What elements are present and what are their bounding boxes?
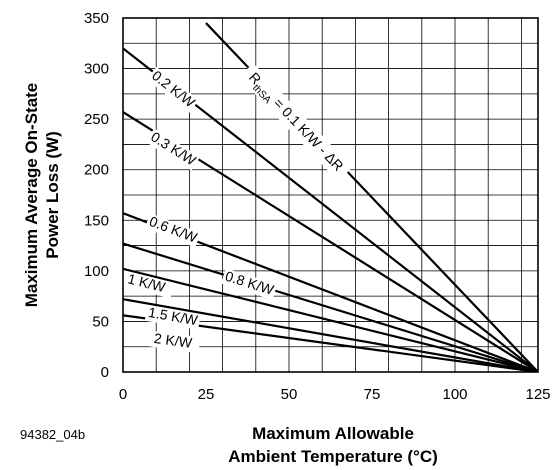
curve-label-background (146, 66, 200, 113)
rthsa-label: RthSA = 0.1 K/W - ΔR (243, 69, 347, 177)
x-tick-label: 25 (198, 386, 215, 403)
figure-id: 94382_04b (20, 427, 85, 442)
y-axis-title-line1: Maximum Average On-State (22, 83, 41, 308)
rthsa-label-background (238, 63, 353, 182)
curve-label: 0.6 K/W (147, 213, 200, 246)
curve-label-background (145, 128, 200, 171)
curve-label-background (144, 330, 201, 354)
series-line (123, 242, 538, 372)
y-tick-label: 200 (84, 162, 109, 179)
x-tick-label: 100 (442, 386, 467, 403)
y-tick-label: 100 (84, 263, 109, 280)
y-tick-label: 0 (101, 364, 109, 381)
y-tick-label: 50 (92, 313, 109, 330)
y-tick-label: 350 (84, 10, 109, 27)
series-line (123, 267, 538, 372)
curve-label-background (144, 213, 201, 248)
x-axis-title-line2: Ambient Temperature (°C) (228, 447, 438, 466)
curve-label-background (118, 269, 175, 299)
y-tick-label: 150 (84, 212, 109, 229)
y-tick-label: 300 (84, 61, 109, 78)
tick-labels: 0 25 50 75 100 125 0 50 100 150 200 250 300 350 (84, 10, 551, 403)
x-tick-label: 50 (281, 386, 298, 403)
x-tick-label: 75 (364, 386, 381, 403)
x-tick-label: 125 (525, 386, 550, 403)
curve-label-background (221, 268, 278, 300)
x-axis-title-line1: Maximum Allowable (252, 424, 414, 443)
x-tick-label: 0 (119, 386, 127, 403)
y-tick-label: 250 (84, 111, 109, 128)
curve-labels: 0.2 K/W0.3 K/W0.6 K/W0.8 K/W1 K/W1.5 K/W… (118, 63, 353, 354)
y-axis-title-line2: Power Loss (W) (43, 131, 62, 259)
curve-label: 0.8 K/W (223, 268, 276, 298)
curve-label-background (144, 304, 201, 330)
series-line (123, 298, 538, 372)
plot-frame (122, 17, 539, 373)
curve-label: 2 K/W (153, 330, 194, 351)
